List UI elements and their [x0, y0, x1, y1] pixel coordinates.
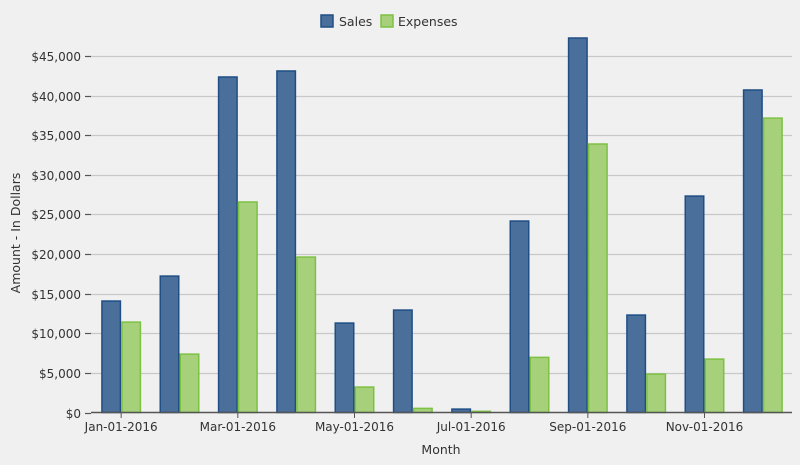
- y-tick-label: $30,000: [31, 169, 81, 183]
- bar-sales[interactable]: [159, 275, 180, 414]
- bar-sales[interactable]: [334, 322, 355, 414]
- bars: [101, 37, 783, 414]
- bar-sales[interactable]: [567, 37, 588, 414]
- x-tick-label: Nov-01-2016: [666, 420, 744, 434]
- x-axis-ticks: Jan-01-2016 Mar-01-2016 May-01-2016 Jul-01-…: [84, 412, 744, 434]
- bar-expenses[interactable]: [587, 143, 608, 414]
- bar-expenses[interactable]: [296, 256, 317, 414]
- bar-expenses[interactable]: [179, 353, 200, 414]
- y-tick-label: $35,000: [31, 129, 81, 143]
- bar-expenses[interactable]: [762, 117, 783, 414]
- legend-item-sales[interactable]: Sales: [320, 14, 372, 29]
- bar-sales[interactable]: [626, 314, 647, 414]
- y-tick-label: $5,000: [39, 367, 81, 381]
- bar-expenses[interactable]: [704, 358, 725, 414]
- x-axis-title: Month: [421, 442, 460, 457]
- y-tick-label: $15,000: [31, 288, 81, 302]
- x-tick-label: Jan-01-2016: [84, 420, 158, 434]
- y-tick-label: $45,000: [31, 50, 81, 64]
- y-tick-label: $20,000: [31, 248, 81, 262]
- bar-expenses[interactable]: [354, 386, 375, 414]
- y-tick-label: $40,000: [31, 90, 81, 104]
- bar-sales[interactable]: [742, 89, 763, 414]
- chart-legend: Sales Expenses: [320, 14, 458, 29]
- legend-label-sales: Sales: [339, 14, 372, 29]
- legend-swatch-expenses-icon: [380, 14, 394, 28]
- y-tick-label: $0: [66, 407, 81, 421]
- bar-sales[interactable]: [217, 76, 238, 414]
- gridlines: [91, 55, 792, 375]
- bar-sales[interactable]: [509, 220, 530, 414]
- x-tick-label: Sep-01-2016: [549, 420, 626, 434]
- bar-sales[interactable]: [101, 300, 122, 414]
- x-tick-label: May-01-2016: [315, 420, 394, 434]
- bar-expenses[interactable]: [121, 321, 142, 414]
- y-tick-label: $10,000: [31, 327, 81, 341]
- bar-expenses[interactable]: [529, 356, 550, 414]
- bar-expenses[interactable]: [646, 373, 667, 414]
- bar-sales[interactable]: [392, 309, 413, 414]
- legend-swatch-sales-icon: [320, 14, 334, 28]
- y-axis-title: Amount - In Dollars: [8, 173, 23, 294]
- bar-sales[interactable]: [684, 195, 705, 414]
- y-tick-label: $25,000: [31, 208, 81, 222]
- legend-label-expenses: Expenses: [398, 14, 458, 29]
- y-axis-ticks: $0 $5,000 $10,000 $15,000 $20,000 $25,000 $30,…: [31, 50, 91, 421]
- bar-expenses[interactable]: [237, 201, 258, 414]
- x-tick-label: Mar-01-2016: [200, 420, 276, 434]
- legend-item-expenses[interactable]: Expenses: [380, 14, 458, 29]
- bar-sales[interactable]: [276, 70, 297, 414]
- x-tick-label: Jul-01-2016: [436, 420, 506, 434]
